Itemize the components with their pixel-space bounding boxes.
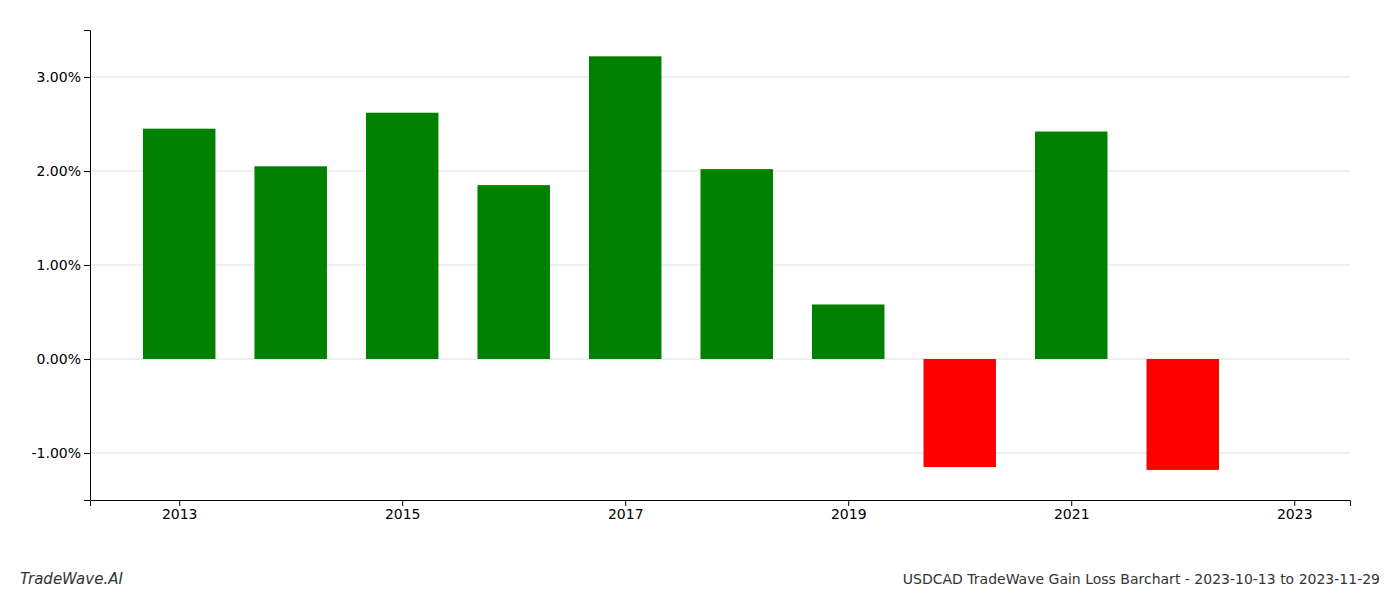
bar [923,359,995,467]
y-tick-label: 2.00% [37,163,81,179]
chart-container: 2013 2015 2017 2019 2021 2023 -1.00% 0.00% 1.00%… [0,0,1400,600]
bar [143,129,215,359]
y-tick-label: 0.00% [37,351,81,367]
bar [812,304,884,359]
y-tick: 1.00% [37,257,90,273]
x-axis: 2013 2015 2017 2019 2021 2023 [91,500,1351,522]
bars [143,56,1219,470]
bar [254,166,326,359]
grid-line [90,77,1350,78]
x-tick-label: 2019 [831,506,867,522]
x-tick-label: 2015 [385,506,421,522]
y-tick: -1.00% [31,445,90,461]
x-tick-label: 2013 [162,506,198,522]
x-tick: 2021 [1054,500,1090,522]
y-tick-label: -1.00% [31,445,81,461]
x-tick: 2015 [385,500,421,522]
y-tick: 0.00% [37,351,90,367]
x-tick: 2019 [831,500,867,522]
x-tick: 2013 [162,500,198,522]
y-tick: 3.00% [37,69,90,85]
x-tick: 2017 [608,500,644,522]
y-tick-label: 1.00% [37,257,81,273]
y-axis: -1.00% 0.00% 1.00% 2.00% 3.00% [31,31,90,501]
y-axis-line [84,31,91,501]
x-tick-label: 2023 [1277,506,1313,522]
bar [589,56,661,359]
y-tick-mark [84,265,90,266]
x-axis-line [91,501,1351,507]
y-tick-label: 3.00% [37,69,81,85]
chart-svg: 2013 2015 2017 2019 2021 2023 -1.00% 0.00% 1.00%… [0,0,1400,600]
y-tick-mark [84,359,90,360]
y-tick: 2.00% [37,163,90,179]
bar [366,113,438,359]
bar [1035,132,1107,359]
annotation: TradeWave.AI [20,570,123,588]
bar [1147,359,1219,470]
x-tick: 2023 [1277,500,1313,522]
x-tick-label: 2021 [1054,506,1090,522]
y-tick-mark [84,171,90,172]
x-tick-label: 2017 [608,506,644,522]
y-tick-mark [84,77,90,78]
bar [477,185,549,359]
y-tick-mark [84,453,90,454]
title: USDCAD TradeWave Gain Loss Barchart - 20… [903,571,1380,587]
bar [700,169,772,359]
